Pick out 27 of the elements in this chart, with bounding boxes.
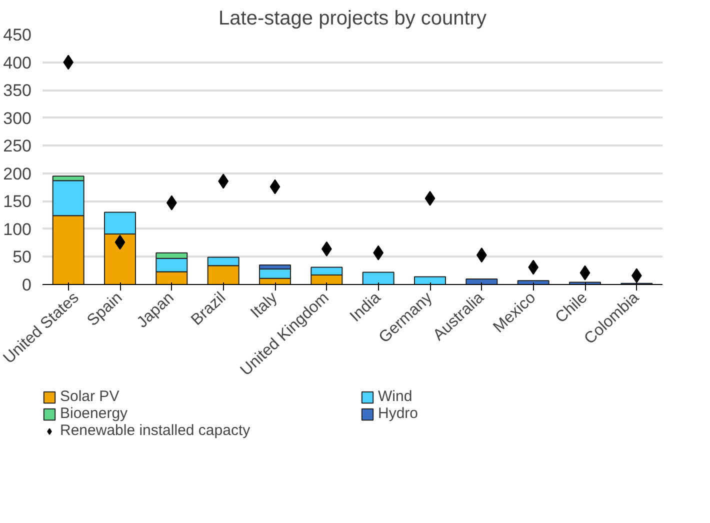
- x-tick-label: Italy: [248, 289, 281, 322]
- y-tick-label: 250: [3, 136, 32, 156]
- point: [270, 179, 280, 194]
- legend-label: Renewable installed capacty: [60, 422, 252, 439]
- y-tick-label: 100: [3, 220, 32, 239]
- y-tick-label: 400: [3, 53, 32, 72]
- x-tick-label: India: [347, 289, 384, 326]
- y-tick-label: 200: [3, 164, 32, 184]
- point: [114, 234, 126, 250]
- y-tick-label: 350: [3, 81, 32, 100]
- chart-title: Late-stage projects by country: [218, 8, 486, 30]
- y-tick-label: 0: [22, 276, 32, 294]
- bar: [362, 272, 394, 284]
- y-tick-label: 450: [3, 26, 32, 44]
- bar: [517, 280, 550, 284]
- bar: [414, 276, 446, 284]
- y-tick-label: 50: [12, 248, 32, 267]
- y-tick-label: 300: [3, 108, 32, 128]
- y-tick-label: 150: [3, 192, 32, 212]
- legend-label: Bioenergy: [60, 405, 129, 422]
- x-tick-label: Chile: [552, 289, 591, 327]
- legend-label: Solar PV: [60, 388, 120, 405]
- legend-label: Wind: [378, 388, 414, 405]
- point: [580, 265, 590, 280]
- point: [424, 190, 436, 206]
- bar: [466, 278, 498, 284]
- legend-label: Hydro: [378, 405, 420, 422]
